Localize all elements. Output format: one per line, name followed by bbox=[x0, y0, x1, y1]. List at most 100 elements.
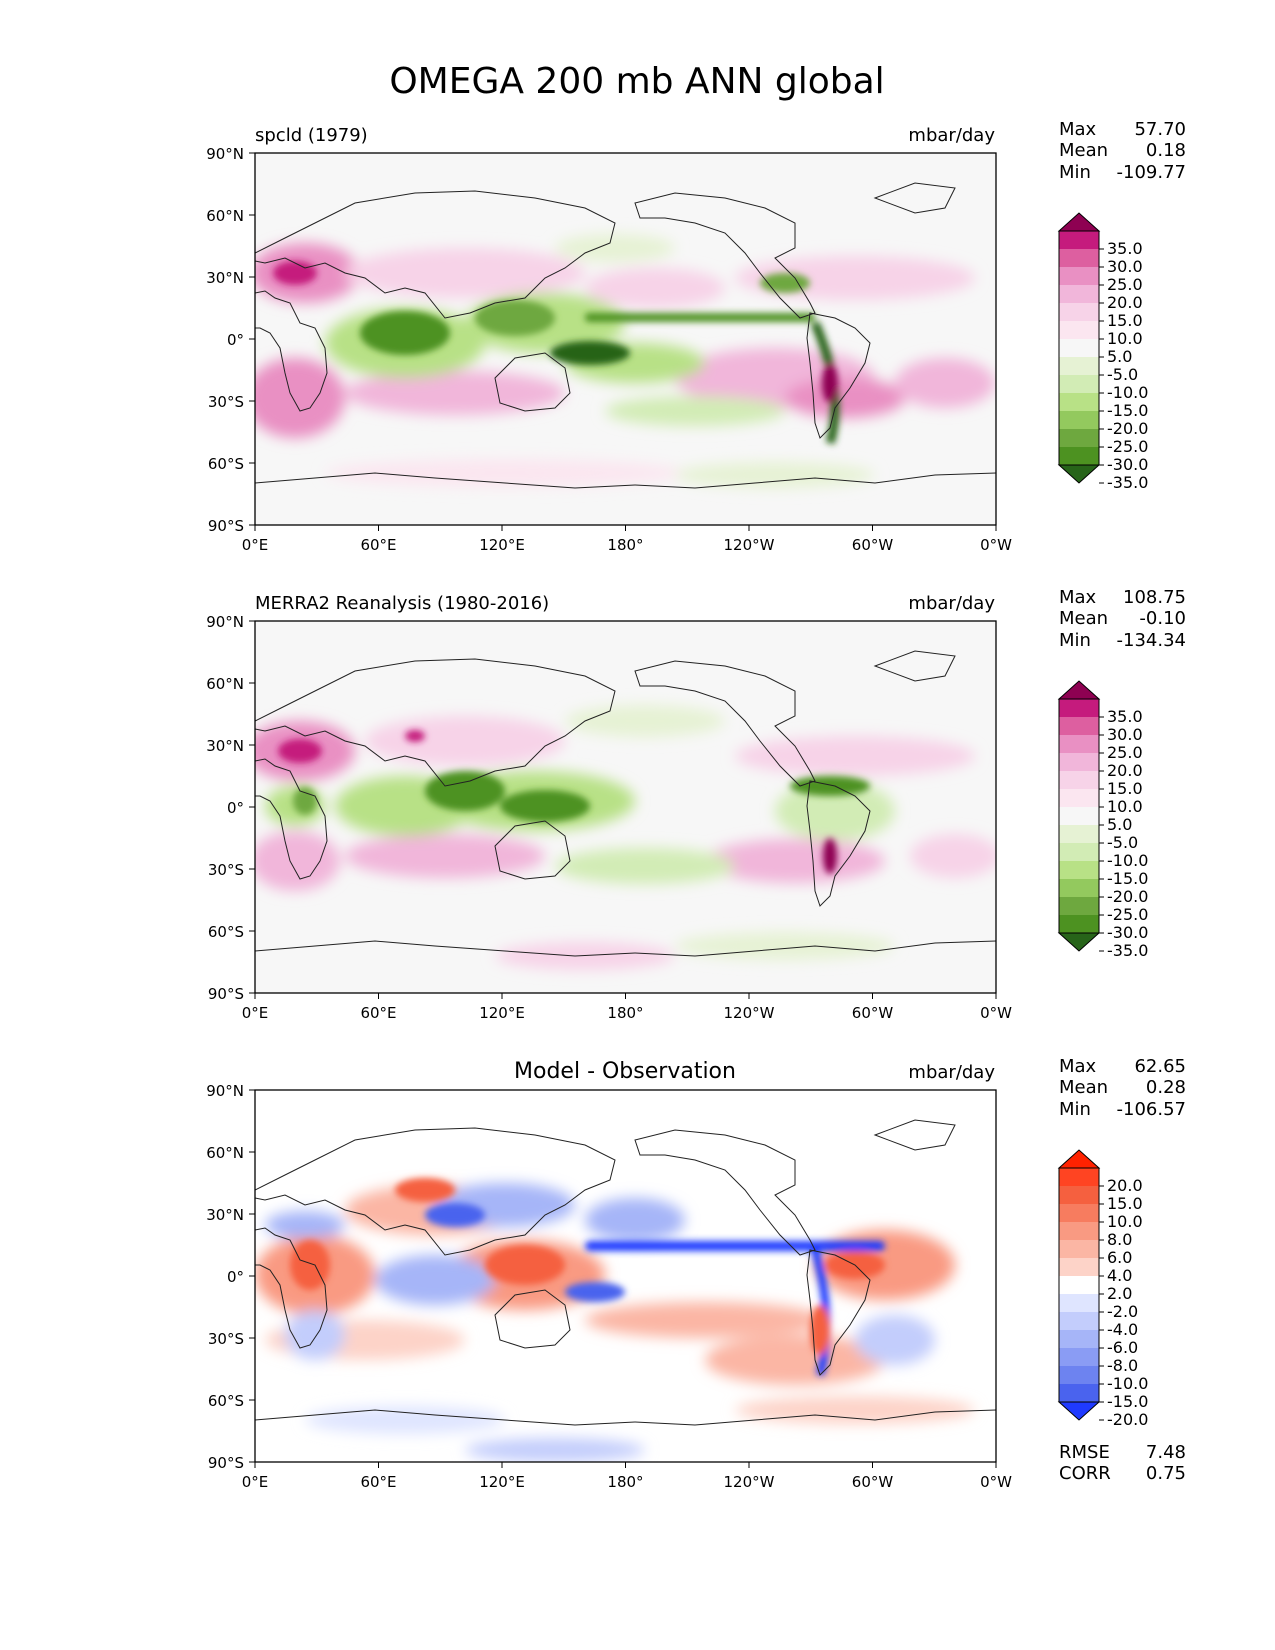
stat-max-value: 108.75 bbox=[1123, 587, 1186, 608]
stat-mean-label: Mean bbox=[1059, 140, 1108, 161]
eurasia-coast bbox=[255, 1127, 616, 1256]
antarctica-coast bbox=[255, 1409, 996, 1426]
itcz-band bbox=[585, 313, 815, 322]
colorbar-label: -15.0 bbox=[1107, 401, 1148, 420]
colorbar-label: 6.0 bbox=[1107, 1248, 1132, 1267]
panel-2-xaxis: 0°E 60°E 120°E 180° 120°W 60°W 0°W bbox=[242, 993, 1012, 1022]
field-region bbox=[375, 1255, 495, 1305]
colorbar-segment bbox=[1059, 1204, 1099, 1223]
field-region bbox=[605, 396, 785, 426]
colorbar-label: -10.0 bbox=[1107, 1374, 1148, 1393]
stat-max-label: Max bbox=[1059, 587, 1097, 608]
field-region bbox=[810, 1305, 830, 1355]
colorbar-frame bbox=[1058, 698, 1100, 934]
colorbar-label: 30.0 bbox=[1107, 725, 1143, 744]
colorbar-frame bbox=[1058, 230, 1100, 466]
stat-min-label: Min bbox=[1059, 1099, 1091, 1120]
colorbar-label: 20.0 bbox=[1107, 1176, 1143, 1195]
field-region bbox=[675, 462, 875, 488]
field-region bbox=[735, 1396, 975, 1424]
panel-1-xaxis: 0°E 60°E 120°E 180° 120°W 60°W 0°W bbox=[242, 525, 1012, 554]
y-tick-label: 30°N bbox=[206, 737, 244, 755]
colorbar-label: -15.0 bbox=[1107, 1392, 1148, 1411]
colorbar-segment bbox=[1059, 897, 1099, 916]
colorbar-label: -5.0 bbox=[1107, 833, 1138, 852]
colorbar-extend-top bbox=[1057, 680, 1101, 700]
colorbar-label: -5.0 bbox=[1107, 365, 1138, 384]
stat-max-label: Max bbox=[1059, 1056, 1097, 1077]
stat-min-label: Min bbox=[1059, 630, 1091, 651]
colorbar-label: 10.0 bbox=[1107, 1212, 1143, 1231]
colorbar-label: 20.0 bbox=[1107, 293, 1143, 312]
field-region bbox=[405, 730, 425, 742]
colorbar-segment bbox=[1059, 1186, 1099, 1205]
colorbar-label: -20.0 bbox=[1107, 887, 1148, 906]
field-region bbox=[500, 790, 590, 822]
itcz-band bbox=[585, 1241, 885, 1251]
colorbar-label: 15.0 bbox=[1107, 779, 1143, 798]
stat-mean-value: 0.18 bbox=[1146, 140, 1186, 161]
colorbar-segment bbox=[1059, 915, 1099, 934]
figure-title: OMEGA 200 mb ANN global bbox=[389, 61, 884, 102]
stat-min-label: Min bbox=[1059, 162, 1091, 183]
north-america-coast bbox=[634, 1129, 816, 1256]
y-tick-label: 30°N bbox=[206, 269, 244, 287]
colorbar-segment bbox=[1059, 303, 1099, 322]
colorbar-segment bbox=[1059, 1348, 1099, 1367]
field-region bbox=[485, 1245, 565, 1285]
x-tick-label: 120°W bbox=[724, 1473, 775, 1491]
field-region bbox=[255, 831, 340, 891]
panel-1-colorbar: 35.030.025.020.015.010.05.0-5.0-10.0-15.… bbox=[1057, 212, 1148, 492]
stat-min-value: -109.77 bbox=[1117, 162, 1186, 183]
field-region bbox=[293, 787, 317, 815]
colorbar-label: -6.0 bbox=[1107, 1338, 1138, 1357]
field-region bbox=[425, 1203, 485, 1227]
field-region bbox=[790, 776, 870, 796]
colorbar-extend-bottom bbox=[1057, 464, 1101, 484]
x-tick-label: 0°E bbox=[242, 536, 269, 554]
africa-coast bbox=[255, 290, 328, 412]
panel-2-stats: Max 108.75 Mean -0.10 Min -134.34 bbox=[1059, 587, 1186, 651]
y-tick-label: 90°S bbox=[208, 517, 244, 535]
x-tick-label: 120°E bbox=[479, 536, 525, 554]
africa-coast bbox=[255, 758, 328, 880]
colorbar-segment bbox=[1059, 789, 1099, 808]
y-tick-label: 30°N bbox=[206, 1206, 244, 1224]
rmse-label: RMSE bbox=[1059, 1442, 1110, 1463]
field-region bbox=[325, 459, 685, 487]
panel-3: Model - Observation mbar/day bbox=[206, 1056, 1186, 1491]
field-region bbox=[822, 363, 838, 403]
x-tick-label: 0°E bbox=[242, 1004, 269, 1022]
colorbar-segment bbox=[1059, 375, 1099, 394]
colorbar-label: -4.0 bbox=[1107, 1320, 1138, 1339]
field-region bbox=[265, 1211, 345, 1239]
panel-2-yaxis: 90°N 60°N 30°N 0° 30°S 60°S 90°S bbox=[206, 613, 255, 1003]
colorbar-label: -30.0 bbox=[1107, 923, 1148, 942]
field-region bbox=[255, 358, 345, 438]
field-region bbox=[910, 834, 996, 878]
colorbar-label: -30.0 bbox=[1107, 455, 1148, 474]
colorbar-segment bbox=[1059, 807, 1099, 826]
corr-value: 0.75 bbox=[1146, 1463, 1186, 1484]
greenland-coast bbox=[873, 182, 956, 214]
y-tick-label: 60°S bbox=[208, 455, 244, 473]
colorbar-segment bbox=[1059, 717, 1099, 736]
colorbar-label: -8.0 bbox=[1107, 1356, 1138, 1375]
colorbar-label: -20.0 bbox=[1107, 419, 1148, 438]
field-region bbox=[555, 234, 675, 262]
panel-1: spcld (1979) mbar/day bbox=[206, 119, 1186, 554]
colorbar-label: -2.0 bbox=[1107, 1302, 1138, 1321]
colorbar-segment bbox=[1059, 249, 1099, 268]
colorbar-segment bbox=[1059, 843, 1099, 862]
field-region bbox=[273, 261, 317, 285]
field-region bbox=[305, 1406, 505, 1434]
y-tick-label: 90°N bbox=[206, 1082, 244, 1100]
field-region bbox=[290, 1240, 330, 1290]
panel-3-stats: Max 62.65 Mean 0.28 Min -106.57 bbox=[1059, 1056, 1186, 1120]
colorbar-segment bbox=[1059, 267, 1099, 286]
antarctica-coast bbox=[255, 472, 996, 489]
x-tick-label: 180° bbox=[607, 1004, 643, 1022]
field-sharp bbox=[273, 261, 840, 445]
colorbar-extend-top bbox=[1057, 212, 1101, 232]
south-america-coast bbox=[806, 1249, 871, 1376]
